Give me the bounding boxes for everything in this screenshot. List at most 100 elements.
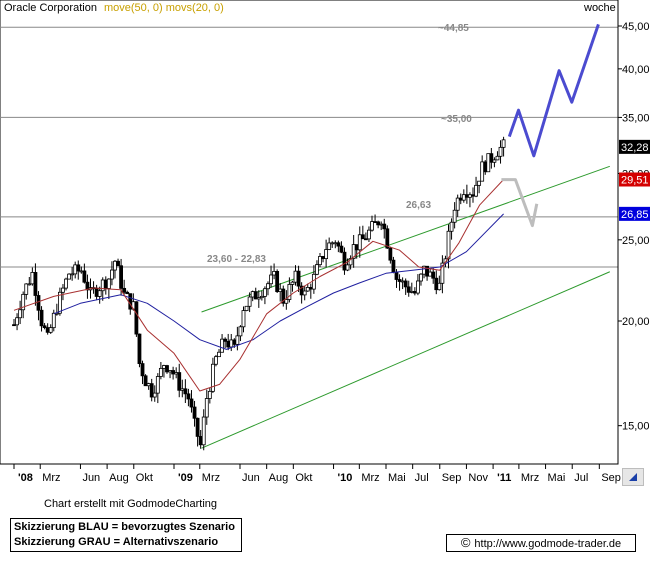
x-axis: '08 Mrz Jun Aug Okt '09 Mrz Jun Aug Okt '10 Mrz Mai J… (13, 464, 621, 484)
candle-body (158, 367, 163, 377)
candle-body (455, 197, 460, 211)
candle-body (376, 221, 381, 226)
candle-body (51, 312, 56, 329)
candle-body (195, 417, 200, 437)
candle-body (406, 286, 411, 293)
candle-body (461, 194, 466, 201)
moving-averages (13, 179, 504, 392)
candle-body (440, 262, 445, 284)
candle-body (416, 280, 420, 294)
candle-body (474, 184, 478, 197)
candle-body (103, 279, 108, 289)
candle-body (162, 365, 166, 369)
candle-body (168, 370, 172, 373)
candle-body (134, 301, 139, 335)
candle-body (238, 326, 243, 337)
candle-body (119, 265, 123, 289)
candle-body (57, 291, 62, 314)
legend-blue: Skizzierung BLAU = bevorzugtes Szenario (14, 521, 235, 533)
target-high-label: ~44,85 (438, 23, 469, 34)
candle-body (284, 299, 289, 304)
candle-body (149, 383, 154, 398)
candle-body (327, 242, 332, 250)
candle-body (73, 264, 78, 275)
plot-area (0, 0, 619, 465)
candle-body (489, 153, 494, 163)
candle-body (226, 340, 231, 348)
candle-body (143, 375, 148, 387)
candle-body (232, 339, 237, 345)
candle-body (186, 393, 191, 400)
candle-body (85, 281, 90, 291)
candle-body (146, 383, 151, 387)
x-tick-label: '11 (497, 472, 511, 484)
x-tick-label: Sep (442, 472, 462, 484)
candle-body (97, 290, 102, 297)
x-tick-label: Mai (548, 472, 566, 484)
x-tick-label: Aug (109, 472, 129, 484)
candle-body (486, 153, 491, 173)
candle-body (171, 370, 176, 375)
candle-body (266, 283, 270, 290)
scroll-nav-button[interactable] (622, 468, 644, 486)
candle-body (12, 324, 16, 327)
price-badges: 32,28 29,51 26,85 (619, 139, 650, 221)
candle-body (70, 273, 75, 276)
x-tick-label: Mrz (202, 472, 220, 484)
url-text: http://www.godmode-trader.de (474, 538, 622, 550)
candle-body (293, 270, 298, 283)
ma20-badge-bg (619, 172, 650, 187)
x-tick-label: Sep (601, 472, 621, 484)
candle-body (278, 288, 283, 293)
candle-body (452, 209, 457, 223)
candle-body (357, 234, 362, 251)
candle-body (128, 293, 133, 310)
candle-body (39, 309, 44, 327)
candle-body (471, 194, 475, 197)
candle-body (305, 287, 310, 292)
candle-body (464, 194, 469, 198)
candle-body (204, 398, 209, 418)
x-tick-label: Jun (82, 472, 100, 484)
candle-body (61, 287, 65, 293)
candle-body (480, 161, 485, 182)
candle-body (425, 265, 429, 277)
candle-body (113, 260, 117, 271)
candle-body (302, 290, 307, 296)
candle-body (403, 280, 408, 288)
candle-body (94, 287, 99, 297)
candle-body (24, 283, 29, 295)
scenario-blue-line (507, 23, 600, 158)
candle-body (275, 271, 280, 293)
candle-body (296, 270, 301, 287)
candle-body (177, 372, 182, 391)
candle-body (345, 264, 350, 271)
scenario-gray-line (501, 178, 539, 228)
candle-body (45, 327, 50, 333)
source-url[interactable]: © http://www.godmode-trader.de (446, 534, 636, 552)
x-tick-label: Okt (136, 472, 153, 484)
x-tick-label: Mrz (521, 472, 539, 484)
x-tick-label: '08 (18, 472, 33, 484)
chart-credit: Chart erstellt mit GodmodeCharting (44, 498, 218, 510)
candle-body (348, 258, 353, 266)
candle-body (324, 249, 329, 260)
candle-body (354, 244, 359, 251)
candle-body (183, 388, 188, 395)
candle-body (321, 256, 325, 260)
ma20-badge: 29,51 (621, 174, 649, 186)
candle-body (201, 416, 206, 446)
x-tick-label: Mrz (42, 472, 60, 484)
copyright-icon: © (460, 535, 471, 550)
target-mid-label: ~35,00 (441, 114, 472, 125)
candle-body (397, 279, 402, 282)
candle-body (241, 310, 246, 328)
candle-body (247, 296, 252, 307)
candle-body (269, 274, 273, 285)
candle-body (342, 251, 347, 271)
candle-body (229, 339, 234, 348)
candle-body (443, 258, 448, 264)
ma50-badge: 26,85 (621, 209, 649, 221)
